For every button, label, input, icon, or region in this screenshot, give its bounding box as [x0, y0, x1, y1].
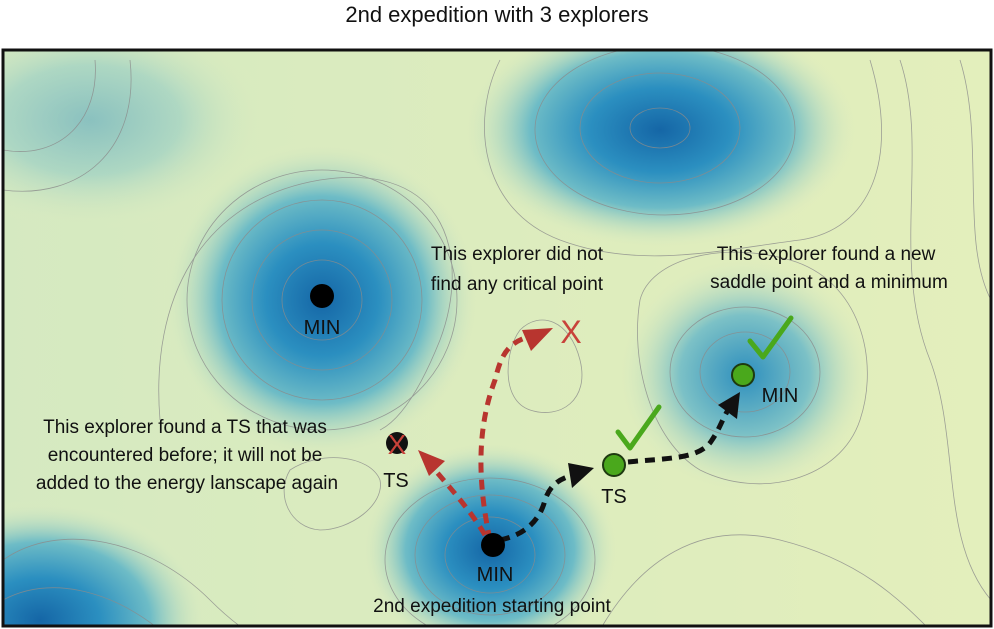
annotation-old-ts-line-2: encountered before; it will not be [48, 445, 323, 466]
ts-point-new [602, 453, 626, 477]
check-icon-ts [615, 404, 662, 451]
ts-point-old [386, 432, 408, 454]
successful-path [499, 392, 740, 543]
figure-title: 2nd expedition with 3 explorers [345, 2, 649, 27]
arrowhead-no-critical [522, 328, 553, 351]
arrowhead-new-min [718, 392, 740, 419]
path-no-critical [478, 335, 526, 541]
well-bottom-left [3, 500, 210, 626]
failed-paths [418, 328, 553, 541]
well-top-right [460, 50, 860, 250]
path-old-ts [433, 468, 488, 537]
well-upper-left [3, 50, 270, 230]
landscape-frame [1, 48, 993, 628]
min-point-top-left [310, 284, 334, 308]
annotation-new-points-line-1: This explorer found a new [717, 244, 936, 265]
label-min-start: MIN [477, 564, 514, 586]
arrowhead-new-ts [568, 463, 594, 488]
fail-x-icon-ts: X [388, 429, 407, 460]
annotation-new-points-line-2: saddle point and a minimum [710, 272, 948, 293]
min-point-start [481, 533, 505, 557]
annotation-old-ts-line-3: added to the energy lanscape again [36, 473, 338, 494]
annotation-old-ts: This explorer found a TS that was encoun… [36, 417, 338, 494]
fail-x-icon-no-critical: X [560, 314, 581, 350]
annotation-no-critical: This explorer did not find any critical … [431, 244, 604, 295]
label-ts-old: TS [383, 470, 409, 492]
annotation-old-ts-line-1: This explorer found a TS that was [43, 417, 327, 438]
path-to-new-ts [499, 472, 575, 543]
arrowhead-old-ts [418, 450, 445, 476]
path-to-new-min [627, 408, 731, 465]
min-point-new [731, 363, 755, 387]
annotation-no-critical-line-2: find any critical point [431, 274, 604, 295]
check-icon-min [747, 315, 794, 360]
annotation-no-critical-line-1: This explorer did not [431, 244, 604, 265]
contour-lines [3, 50, 991, 626]
annotation-new-points: This explorer found a new saddle point a… [710, 244, 948, 293]
label-ts-new: TS [601, 486, 627, 508]
annotation-start: 2nd expedition starting point [373, 596, 611, 617]
label-min-new: MIN [762, 385, 799, 407]
label-min-top-left: MIN [304, 317, 341, 339]
